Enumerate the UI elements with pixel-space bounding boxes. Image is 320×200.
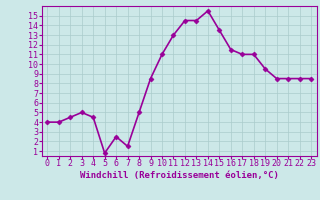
- X-axis label: Windchill (Refroidissement éolien,°C): Windchill (Refroidissement éolien,°C): [80, 171, 279, 180]
